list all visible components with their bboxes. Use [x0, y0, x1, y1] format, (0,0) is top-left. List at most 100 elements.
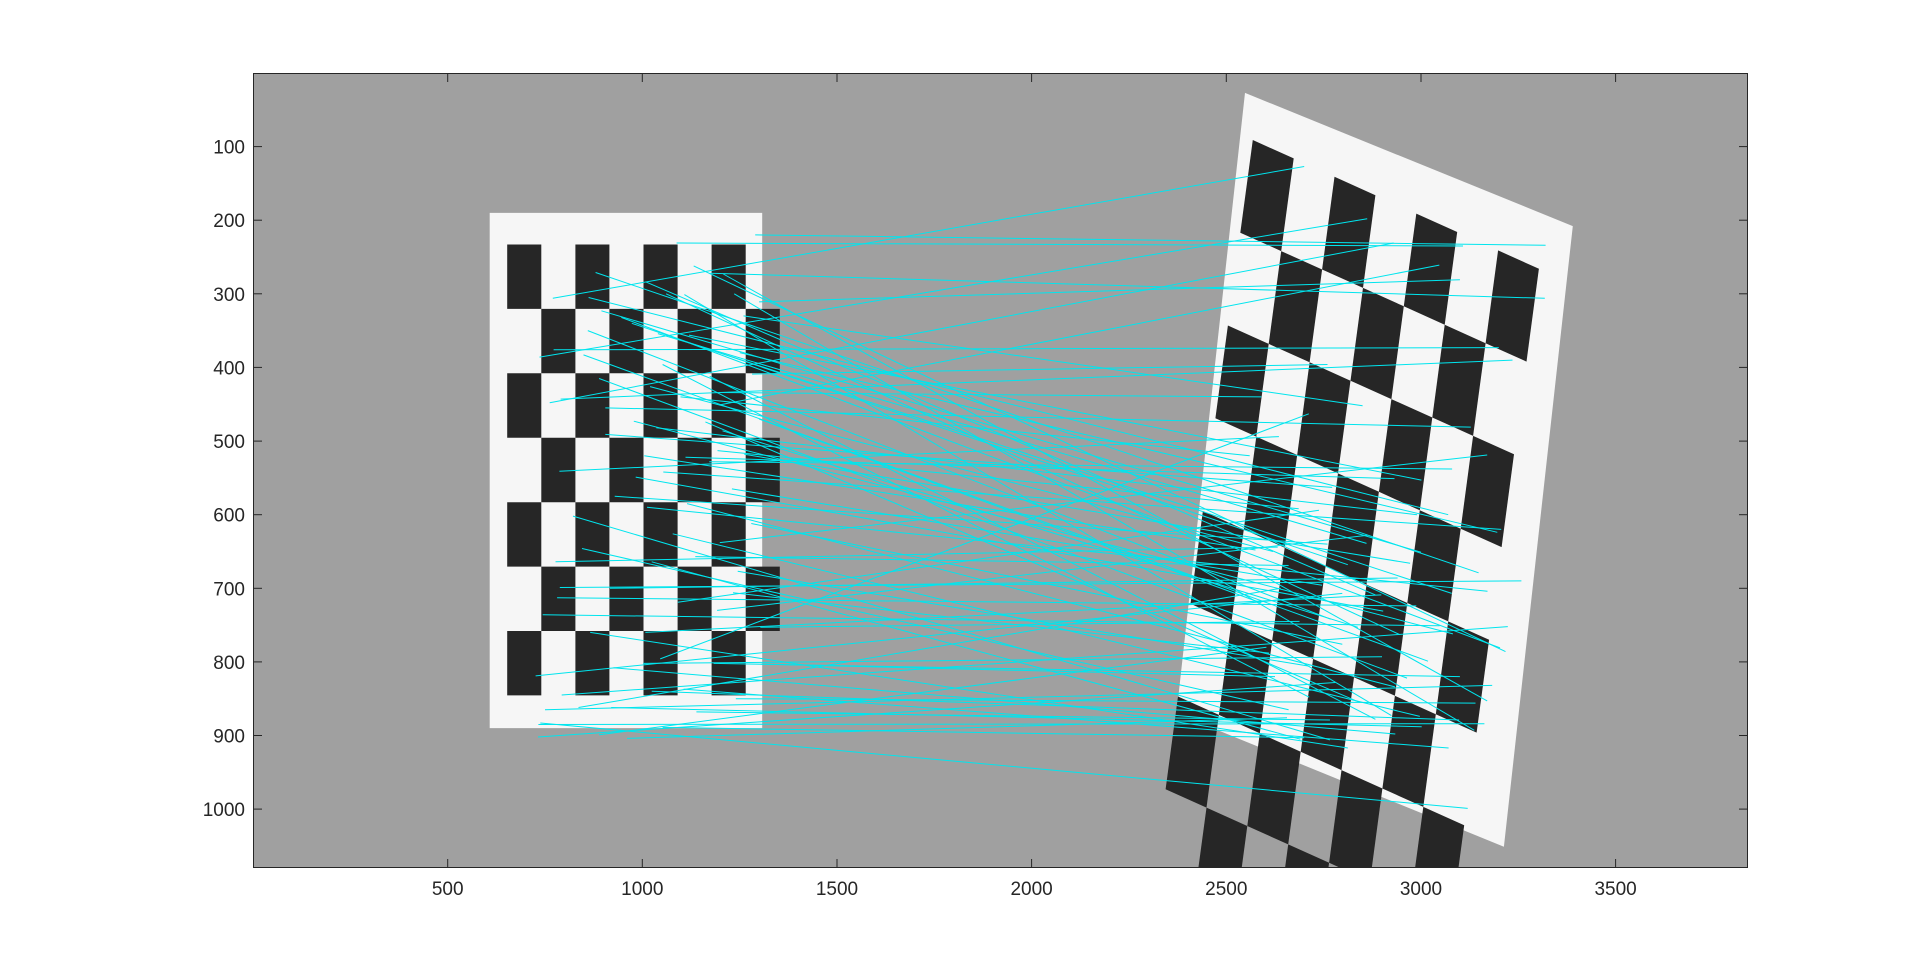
left-board-dark-square	[643, 373, 678, 438]
axes-ticks: 500 1000 1500 2000 2500 3000 3500 100 200 300 400 5…	[203, 73, 1748, 900]
match-line	[737, 570, 1310, 667]
match-line	[701, 346, 1452, 594]
right-board-dark-square	[1243, 436, 1298, 548]
y-tick-label: 400	[213, 358, 245, 379]
x-tick-label: 3500	[1594, 879, 1636, 900]
match-line	[646, 506, 1488, 592]
left-board-dark-square	[643, 244, 678, 309]
match-line	[723, 273, 1488, 702]
left-board-dark-square	[609, 308, 644, 374]
left-board-dark-square	[541, 308, 576, 374]
y-tick-label: 700	[213, 579, 245, 600]
x-tick-label: 2000	[1010, 879, 1052, 900]
match-line	[657, 333, 1367, 544]
match-line	[693, 265, 1506, 653]
match-line	[538, 723, 1485, 725]
match-line	[598, 378, 1408, 679]
match-line	[578, 587, 1281, 708]
match-line	[552, 166, 1305, 299]
right-board-dark-square	[1300, 658, 1354, 771]
match-line	[717, 450, 1299, 510]
match-line	[599, 646, 1267, 736]
match-line	[760, 663, 1276, 678]
match-line	[535, 592, 1343, 677]
match-line	[590, 631, 1348, 749]
match-line	[680, 396, 1250, 457]
match-line	[651, 690, 1460, 721]
left-board-dark-square	[507, 502, 542, 567]
x-tick-label: 3000	[1400, 879, 1442, 900]
match-line	[760, 620, 1300, 628]
match-line	[645, 594, 1382, 633]
match-line	[688, 334, 1422, 481]
match-line	[685, 456, 1395, 480]
x-tick-label: 2500	[1205, 879, 1247, 900]
x-tick-label: 1000	[621, 879, 663, 900]
right-board-dark-square	[1415, 806, 1465, 868]
right-board-dark-square	[1285, 844, 1330, 868]
match-line	[662, 726, 1305, 739]
left-board-dark-square	[609, 437, 644, 503]
match-line	[559, 436, 1279, 472]
match-line	[751, 523, 1343, 645]
right-board-dark-square	[1268, 251, 1323, 363]
left-board-dark-square	[677, 308, 712, 374]
y-tick-label: 900	[213, 727, 245, 748]
right-board-dark-square	[1272, 547, 1326, 659]
match-line	[672, 533, 1420, 717]
left-board-dark-square	[507, 631, 542, 696]
match-line	[709, 461, 1453, 470]
match-line	[588, 297, 1449, 516]
left-board-dark-square	[745, 566, 780, 631]
match-line	[722, 430, 1359, 628]
match-line	[709, 375, 1376, 720]
right-board-dark-square	[1378, 399, 1433, 511]
right-board-paper	[1176, 92, 1573, 847]
match-line	[643, 656, 1383, 664]
match-line	[539, 218, 1368, 358]
right-board-dark-square	[1403, 213, 1458, 325]
y-tick-label: 300	[213, 285, 245, 306]
match-line	[540, 722, 1468, 809]
match-line	[743, 315, 1363, 407]
match-line	[660, 413, 1309, 660]
match-line	[755, 234, 1546, 246]
left-board-dark-square	[711, 373, 746, 438]
match-line	[621, 316, 1501, 649]
match-line	[611, 707, 1422, 728]
match-line	[710, 272, 1545, 299]
match-line	[732, 592, 1270, 654]
right-board-dark-square	[1435, 621, 1490, 733]
right-board-dark-square	[1485, 250, 1539, 362]
match-line	[676, 242, 1464, 247]
match-line	[677, 509, 1320, 603]
match-line	[719, 392, 1262, 398]
right-board-dark-square	[1322, 176, 1376, 288]
match-line	[605, 407, 1471, 428]
right-board-dark-square	[1215, 325, 1269, 437]
match-line	[572, 515, 1331, 741]
match-line	[542, 614, 1440, 627]
y-tick-label: 500	[213, 432, 245, 453]
left-board-dark-square	[575, 373, 610, 438]
right-board-dark-square	[1354, 584, 1408, 696]
axes-box	[253, 73, 1748, 868]
match-line	[705, 421, 1360, 703]
match-line	[696, 711, 1330, 721]
match-lines	[535, 166, 1546, 809]
match-line	[686, 503, 1396, 688]
right-board-dark-square	[1218, 622, 1273, 734]
right-board-dark-square	[1247, 733, 1301, 845]
x-tick-label: 500	[432, 879, 464, 900]
match-line	[651, 561, 1301, 740]
match-line	[695, 556, 1289, 566]
y-tick-label: 800	[213, 653, 245, 674]
match-line	[614, 495, 1328, 545]
left-board-dark-square	[541, 566, 576, 631]
right-board-dark-square	[1198, 807, 1248, 868]
left-board-dark-square	[507, 373, 542, 438]
right-board-dark-square	[1240, 140, 1294, 252]
right-board-dark-square	[1407, 510, 1461, 622]
